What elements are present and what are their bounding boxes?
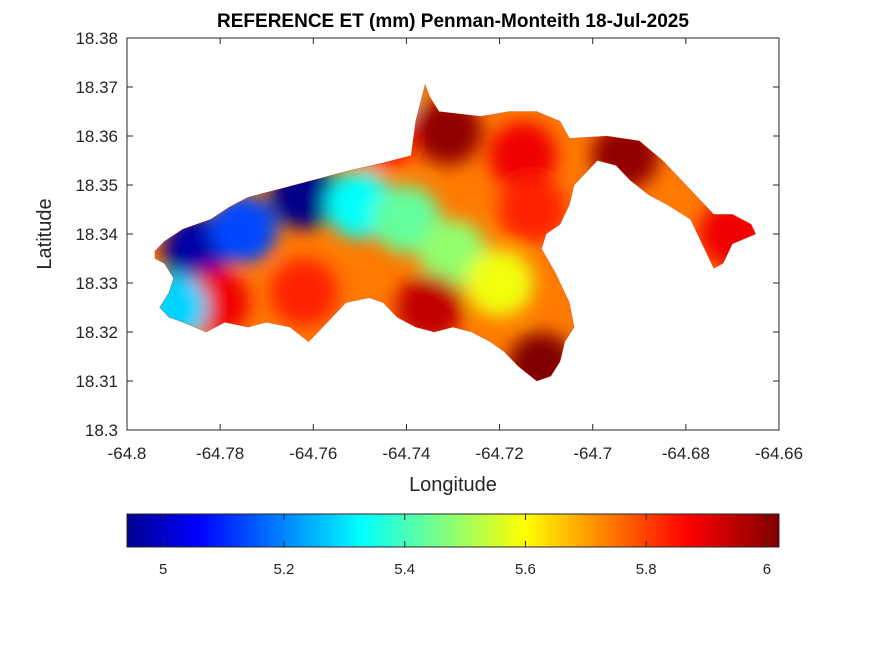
x-axis: -64.8 -64.78 -64.76 -64.74 -64.72 -64.7 -64.68… xyxy=(108,38,803,463)
et-value-features xyxy=(154,84,756,381)
x-tick-label: -64.78 xyxy=(196,444,244,463)
y-tick-label: 18.38 xyxy=(75,29,118,48)
colorbar-tick-label: 5 xyxy=(159,561,167,578)
et-value-feature-16 xyxy=(507,332,576,381)
colorbar-frame xyxy=(126,513,780,548)
x-tick-label: -64.68 xyxy=(662,444,710,463)
colorbar-tick-label: 6 xyxy=(763,561,771,578)
region-outline xyxy=(154,83,757,382)
x-tick-label: -64.76 xyxy=(289,444,337,463)
et-value-feature-2 xyxy=(209,195,278,264)
y-tick-label: 18.36 xyxy=(75,127,118,146)
colorbar-tick-label: 5.8 xyxy=(636,561,657,578)
et-value-feature-6 xyxy=(465,249,534,317)
y-tick-label: 18.33 xyxy=(75,274,118,293)
et-value-feature-14 xyxy=(395,273,464,342)
x-tick-label: -64.72 xyxy=(475,444,523,463)
y-tick-label: 18.32 xyxy=(75,323,118,342)
y-tick-label: 18.31 xyxy=(75,372,118,391)
x-tick-label: -64.66 xyxy=(755,444,803,463)
y-axis-label: Latitude xyxy=(34,198,56,269)
y-axis: 18.3 18.31 18.32 18.33 18.34 18.35 18.36 18.37 1… xyxy=(75,29,779,440)
et-value-feature-4 xyxy=(372,185,441,254)
x-tick-label: -64.74 xyxy=(382,444,430,463)
x-tick-label: -64.8 xyxy=(108,444,147,463)
y-tick-label: 18.34 xyxy=(75,225,118,244)
colorbar xyxy=(127,514,779,547)
colorbar-tick-label: 5.6 xyxy=(515,561,536,578)
colorbar-tick-label: 5.2 xyxy=(274,561,295,578)
et-value-feature-9 xyxy=(488,121,557,190)
colorbar-tick-label: 5.4 xyxy=(394,561,415,578)
y-tick-label: 18.3 xyxy=(85,421,118,440)
y-tick-label: 18.35 xyxy=(75,176,118,195)
x-tick-label: -64.7 xyxy=(573,444,612,463)
colorbar-ticks: 5 5.2 5.4 5.6 5.8 6 xyxy=(159,514,771,578)
x-axis-label: Longitude xyxy=(409,474,497,496)
et-value-feature-13 xyxy=(270,258,338,327)
et-value-feature-10 xyxy=(498,175,567,244)
chart-title: REFERENCE ET (mm) Penman-Monteith 18-Jul… xyxy=(217,11,689,32)
y-tick-label: 18.37 xyxy=(75,78,118,97)
